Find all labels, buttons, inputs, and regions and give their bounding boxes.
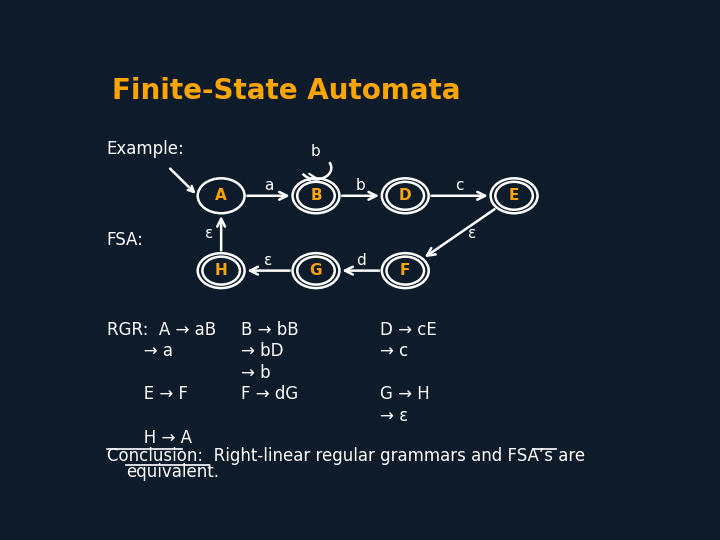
Circle shape [382,178,428,213]
Circle shape [198,253,245,288]
Text: → ε: → ε [380,407,408,425]
Text: equivalent.: equivalent. [126,463,220,481]
Text: FSA:: FSA: [107,231,143,249]
Text: B: B [310,188,322,203]
Text: G → H: G → H [380,386,430,403]
Text: Finite-State Automata: Finite-State Automata [112,77,461,105]
Text: A: A [215,188,227,203]
Text: ε: ε [264,253,273,268]
Circle shape [387,182,424,210]
Circle shape [490,178,538,213]
Text: b: b [311,144,321,159]
Text: a: a [264,178,274,193]
Circle shape [202,256,240,285]
Circle shape [198,178,245,213]
Text: ε: ε [204,226,213,241]
Text: D → cE: D → cE [380,321,437,339]
Text: c: c [456,178,464,193]
Text: B → bB: B → bB [240,321,298,339]
Text: D: D [399,188,412,203]
Text: H → A: H → A [107,429,192,447]
Circle shape [297,182,335,210]
Text: → b: → b [240,364,270,382]
Text: Conclusion:  Right-linear regular grammars and FSA’s are: Conclusion: Right-linear regular grammar… [107,447,585,464]
Text: RGR:  A → aB: RGR: A → aB [107,321,216,339]
Text: G: G [310,263,323,278]
Circle shape [297,256,335,285]
Text: → a: → a [107,342,173,360]
Text: E → F: E → F [107,386,188,403]
Text: H: H [215,263,228,278]
Circle shape [292,253,339,288]
Circle shape [382,253,428,288]
Text: F → dG: F → dG [240,386,298,403]
Circle shape [495,182,533,210]
Text: Example:: Example: [107,140,184,158]
Circle shape [387,256,424,285]
Circle shape [292,178,339,213]
Text: → bD: → bD [240,342,283,360]
Text: b: b [356,178,366,193]
Text: E: E [509,188,519,203]
Text: → c: → c [380,342,408,360]
Text: F: F [400,263,410,278]
Text: d: d [356,253,366,268]
Text: ε: ε [468,226,476,241]
